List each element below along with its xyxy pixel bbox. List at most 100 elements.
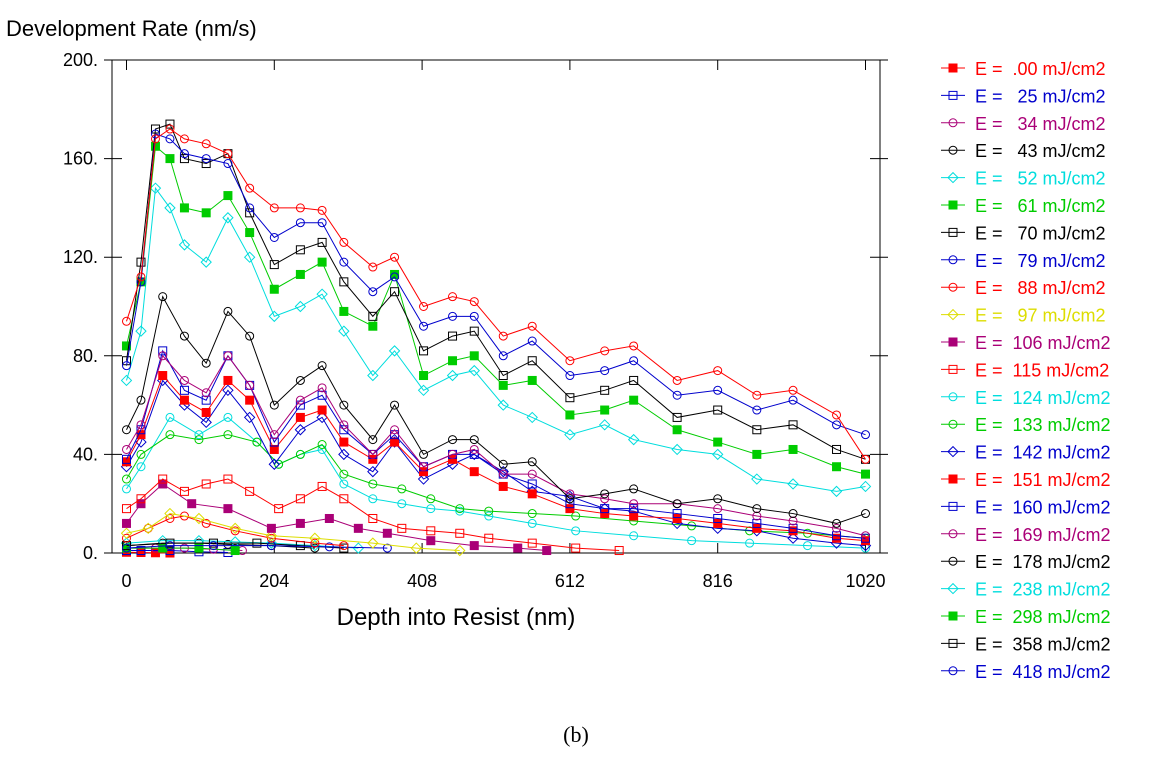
data-point [165, 513, 175, 523]
series-path [126, 483, 547, 552]
legend-item: E = 160 mJ/cm2 [941, 497, 1111, 517]
data-point [390, 425, 400, 435]
legend-item: E = 115 mJ/cm2 [941, 360, 1109, 380]
data-point [266, 523, 276, 533]
data-point [135, 325, 147, 337]
series-line [121, 430, 871, 543]
data-point [295, 494, 305, 504]
data-point [201, 208, 211, 218]
data-point [317, 481, 327, 491]
data-point [295, 218, 305, 228]
data-point [600, 489, 610, 499]
legend-marker [947, 582, 959, 595]
data-point [136, 499, 146, 509]
data-point [194, 430, 204, 440]
data-point [339, 543, 349, 553]
legend-marker [948, 611, 958, 621]
series-path [126, 434, 866, 539]
data-point [527, 375, 537, 385]
data-point [121, 454, 131, 464]
data-point [455, 504, 465, 514]
data-point [390, 269, 400, 279]
series-line [121, 511, 349, 551]
data-point [339, 425, 349, 435]
data-point [788, 523, 798, 533]
data-point [339, 257, 349, 267]
data-point [468, 364, 480, 377]
data-point [713, 366, 723, 376]
legend-item: E = 97 mJ/cm2 [941, 306, 1106, 326]
x-tick-label: 816 [703, 571, 733, 591]
data-point [498, 380, 508, 390]
data-point [788, 444, 798, 454]
data-point [208, 538, 218, 548]
legend-item: E = 133 mJ/cm2 [941, 415, 1111, 435]
data-point [201, 358, 211, 368]
data-point [629, 511, 639, 521]
data-point [711, 448, 724, 461]
x-axis-label: Depth into Resist (nm) [337, 604, 576, 631]
data-point [417, 473, 430, 485]
data-point [565, 494, 575, 504]
data-point [713, 518, 723, 528]
data-point [200, 416, 212, 429]
series-path [126, 354, 866, 537]
data-point [448, 454, 458, 464]
data-point [317, 237, 327, 247]
legend-marker [947, 445, 959, 458]
data-point [629, 504, 639, 514]
series-path [126, 551, 170, 554]
data-point [542, 546, 552, 556]
legend-label: E = 151 mJ/cm2 [975, 470, 1111, 490]
data-point [194, 543, 204, 553]
legend: E = .00 mJ/cm2 E = 25 mJ/cm2 E = 34 mJ/cm2… [941, 59, 1111, 682]
series-line [121, 412, 871, 553]
data-point [136, 272, 146, 282]
data-point [245, 380, 255, 390]
data-point [136, 548, 146, 558]
data-point [229, 522, 241, 535]
series-path [126, 186, 866, 492]
data-point [629, 375, 639, 385]
data-point [201, 407, 211, 417]
data-point [150, 124, 160, 134]
series-line [121, 371, 871, 546]
data-point [121, 518, 131, 528]
legend-label: E = 133 mJ/cm2 [975, 415, 1111, 435]
legend-marker [948, 118, 958, 128]
data-point [571, 511, 581, 521]
data-point [672, 509, 682, 519]
data-point [426, 526, 436, 536]
data-point [164, 507, 176, 520]
data-point [121, 361, 131, 371]
data-point [243, 411, 256, 424]
data-point [136, 449, 146, 459]
data-point [368, 494, 378, 504]
data-point [527, 457, 537, 467]
legend-label: E = 298 mJ/cm2 [975, 607, 1111, 627]
y-tick-label: 160. [63, 149, 98, 169]
data-point [527, 538, 537, 548]
data-point [121, 533, 131, 543]
data-point [672, 375, 682, 385]
data-point [352, 542, 365, 554]
data-point [179, 511, 189, 521]
data-point [149, 182, 162, 194]
data-point [295, 395, 305, 405]
data-point [136, 494, 146, 504]
data-point [368, 262, 378, 272]
data-point [629, 341, 639, 351]
legend-marker [948, 638, 958, 648]
data-point [417, 384, 430, 397]
data-point [672, 412, 682, 422]
data-point [426, 536, 436, 546]
data-point [353, 523, 363, 533]
data-point [269, 203, 279, 213]
data-point [295, 449, 305, 459]
data-point [339, 277, 349, 287]
data-point [120, 527, 133, 539]
legend-item: E = 34 mJ/cm2 [941, 114, 1106, 134]
data-point [310, 543, 320, 553]
plot-frame [111, 59, 881, 554]
series-path [126, 547, 236, 552]
